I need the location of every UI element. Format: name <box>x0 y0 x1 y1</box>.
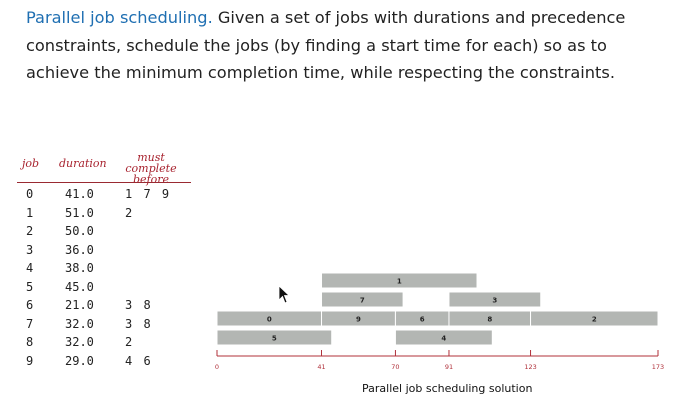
cell-duration: 38.0 <box>65 261 94 275</box>
gantt-bar-label: 2 <box>592 316 597 324</box>
cell-job: 4 <box>26 261 34 275</box>
cell-job: 9 <box>26 353 34 368</box>
intro-text: Given a set of jobs with durations and p… <box>26 8 626 82</box>
cell-duration: 45.0 <box>65 279 94 294</box>
cell-duration: 41.0 <box>65 187 94 201</box>
cell-before: 2 <box>125 205 133 220</box>
gantt-bar-label: 0 <box>267 316 272 324</box>
gantt-tick-label: 41 <box>317 363 325 371</box>
cell-job: 3 <box>26 242 34 257</box>
gantt-tick-label: 0 <box>215 363 219 371</box>
cell-duration: 32.0 <box>65 316 94 331</box>
gantt-bar-label: 8 <box>487 316 492 324</box>
header-must-complete-before: must complete before <box>112 152 190 185</box>
mouse-cursor-icon <box>278 285 291 304</box>
gantt-bar-label: 3 <box>492 297 497 305</box>
cell-before: 3 8 <box>125 298 151 312</box>
intro-paragraph: Parallel job scheduling. Given a set of … <box>26 4 666 87</box>
gantt-bar-label: 6 <box>420 316 425 324</box>
cell-job: 8 <box>26 335 34 349</box>
gantt-tick-label: 91 <box>445 363 453 371</box>
cell-before: 3 8 <box>125 316 151 331</box>
gantt-bar-label: 7 <box>360 297 365 305</box>
gantt-bar-label: 1 <box>397 278 402 286</box>
cell-job: 1 <box>26 205 34 220</box>
gantt-bar-label: 4 <box>441 335 446 343</box>
gantt-bar-job-3 <box>448 291 542 308</box>
cell-job: 6 <box>26 298 34 312</box>
gantt-bar-job-1 <box>321 272 478 289</box>
gantt-bar-job-7 <box>321 291 404 308</box>
header-duration: duration <box>59 157 107 170</box>
intro-keyword: Parallel job scheduling. <box>26 8 213 27</box>
cell-job: 5 <box>26 279 34 294</box>
cell-job: 0 <box>26 187 34 201</box>
header-must-line1: must complete <box>125 151 177 175</box>
gantt-bar-job-4 <box>394 329 493 346</box>
gantt-tick-label: 123 <box>524 363 536 371</box>
header-rule <box>17 182 191 183</box>
gantt-bar-job-2 <box>530 310 659 327</box>
gantt-bar-label: 5 <box>272 335 277 343</box>
cell-duration: 32.0 <box>65 335 94 349</box>
header-must-line2: before <box>132 173 169 186</box>
cell-duration: 50.0 <box>65 224 94 238</box>
cell-duration: 36.0 <box>65 242 94 257</box>
cell-before: 4 6 <box>125 353 151 368</box>
cell-before: 2 <box>125 335 133 349</box>
gantt-bar-label: 9 <box>356 316 361 324</box>
cell-duration: 51.0 <box>65 205 94 220</box>
gantt-bar-job-5 <box>216 329 333 346</box>
cell-job: 7 <box>26 316 34 331</box>
cell-duration: 21.0 <box>65 298 94 312</box>
gantt-caption: Parallel job scheduling solution <box>362 382 533 395</box>
gantt-tick-label: 70 <box>391 363 399 371</box>
cell-duration: 29.0 <box>65 353 94 368</box>
gantt-tick-label: 173 <box>652 363 664 371</box>
cell-job: 2 <box>26 224 34 238</box>
cell-before: 1 7 9 <box>125 187 170 201</box>
header-job: job <box>22 157 40 170</box>
